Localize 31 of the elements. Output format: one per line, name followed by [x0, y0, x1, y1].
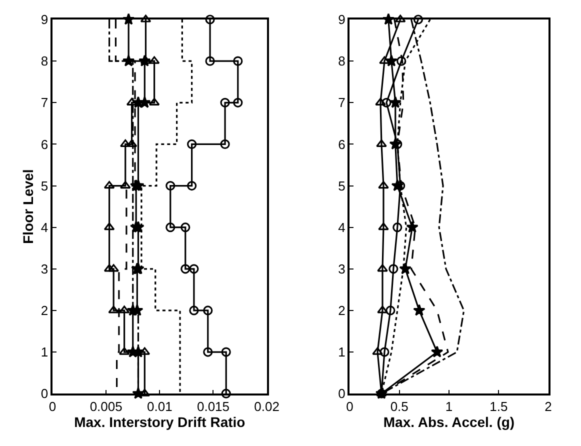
y-tick-label: 8	[338, 54, 346, 69]
x-tick-label: 0.5	[390, 398, 408, 414]
y-tick-label: 7	[338, 95, 346, 110]
y-tick-label: 3	[338, 261, 346, 276]
y-tick-label: 5	[40, 178, 48, 194]
y-tick-label: 0	[338, 386, 346, 402]
y-tick-label: 7	[40, 95, 48, 110]
y-tick-label: 2	[338, 303, 346, 318]
y-tick-label: 8	[40, 54, 48, 69]
y-tick-label: 4	[338, 220, 346, 235]
x-tick-label: 1	[445, 398, 453, 414]
y-tick-label: 3	[40, 261, 48, 276]
x-tick-label: 2	[544, 398, 552, 414]
x-tick-label: 0.005	[90, 398, 122, 414]
y-tick-label: 1	[40, 344, 48, 360]
x-tick-label: 0.02	[254, 398, 280, 414]
y-tick-label: 2	[40, 303, 48, 318]
y-tick-label: 4	[40, 220, 48, 235]
y-tick-label: 5	[338, 178, 346, 194]
x-axis-title: Max. Abs. Accel. (g)	[383, 414, 515, 430]
x-axis-title: Max. Interstory Drift Ratio	[74, 414, 246, 430]
x-tick-label: 1.5	[490, 398, 508, 414]
x-tick-label: 0.015	[196, 398, 230, 414]
y-axis-title: Floor Level	[20, 169, 36, 244]
y-tick-label: 6	[338, 136, 346, 152]
y-tick-label: 9	[40, 12, 48, 28]
x-tick-label: 0.01	[147, 398, 172, 414]
y-tick-label: 9	[338, 12, 346, 28]
y-tick-label: 6	[40, 136, 48, 152]
y-tick-label: 1	[338, 344, 346, 360]
y-tick-label: 0	[40, 386, 48, 402]
